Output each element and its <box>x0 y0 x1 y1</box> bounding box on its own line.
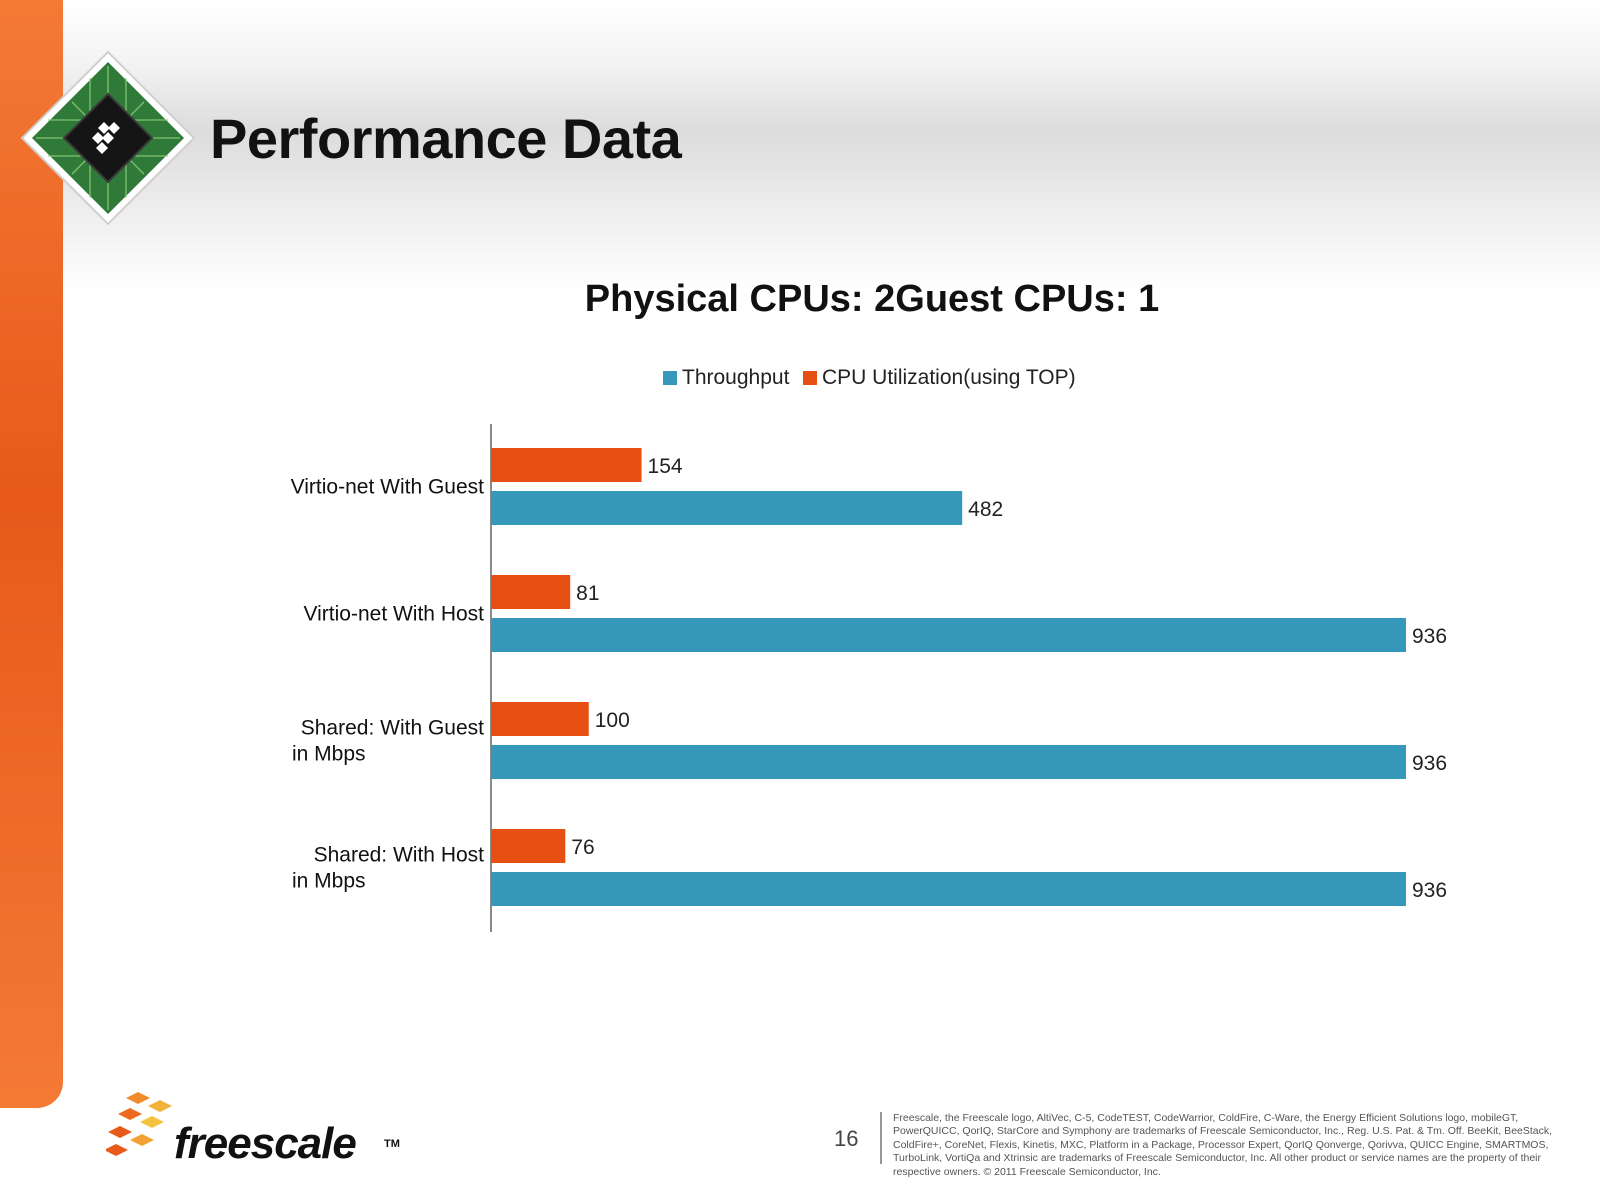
category-label-3-1: in Mbps <box>292 870 366 893</box>
chart-title: Physical CPUs: 2Guest CPUs: 1 <box>585 278 1159 320</box>
legend-swatch-0 <box>663 371 677 385</box>
header-band <box>0 0 1600 290</box>
category-label-2-0: Shared: With Guest <box>301 717 484 740</box>
data-label-throughput-1: 936 <box>1412 625 1447 648</box>
brand-trademark: TM <box>384 1138 400 1150</box>
data-label-cpu-2: 100 <box>595 709 630 732</box>
legend-swatch-1 <box>803 371 817 385</box>
orange-side-bar <box>0 0 63 1108</box>
page-title: Performance Data <box>210 107 682 170</box>
bar-cpu-2 <box>491 702 589 736</box>
category-label-0-0: Virtio-net With Guest <box>291 476 485 499</box>
data-label-cpu-3: 76 <box>571 836 594 859</box>
bar-throughput-1 <box>491 618 1406 652</box>
bar-cpu-0 <box>491 448 642 482</box>
category-label-1-0: Virtio-net With Host <box>304 603 485 626</box>
category-label-2-1: in Mbps <box>292 743 366 766</box>
data-label-throughput-3: 936 <box>1412 879 1447 902</box>
data-label-throughput-0: 482 <box>968 498 1003 521</box>
legend-label-1: CPU Utilization(using TOP) <box>822 366 1076 389</box>
bar-throughput-3 <box>491 872 1406 906</box>
data-label-cpu-1: 81 <box>576 582 599 605</box>
legal-notice: Freescale, the Freescale logo, AltiVec, … <box>893 1112 1553 1178</box>
bar-throughput-2 <box>491 745 1406 779</box>
bar-throughput-0 <box>491 491 963 525</box>
page-number: 16 <box>834 1126 859 1151</box>
footer-divider <box>880 1112 882 1164</box>
freescale-chip-logo-icon <box>20 50 196 226</box>
brand-wordmark: freescale <box>174 1119 357 1168</box>
data-label-throughput-2: 936 <box>1412 752 1447 775</box>
data-label-cpu-0: 154 <box>648 455 683 478</box>
bar-cpu-1 <box>491 575 571 609</box>
category-label-3-0: Shared: With Host <box>314 844 485 867</box>
freescale-diamond-mark-icon <box>106 1092 172 1156</box>
bar-cpu-3 <box>491 829 566 863</box>
legend-label-0: Throughput <box>682 366 790 389</box>
